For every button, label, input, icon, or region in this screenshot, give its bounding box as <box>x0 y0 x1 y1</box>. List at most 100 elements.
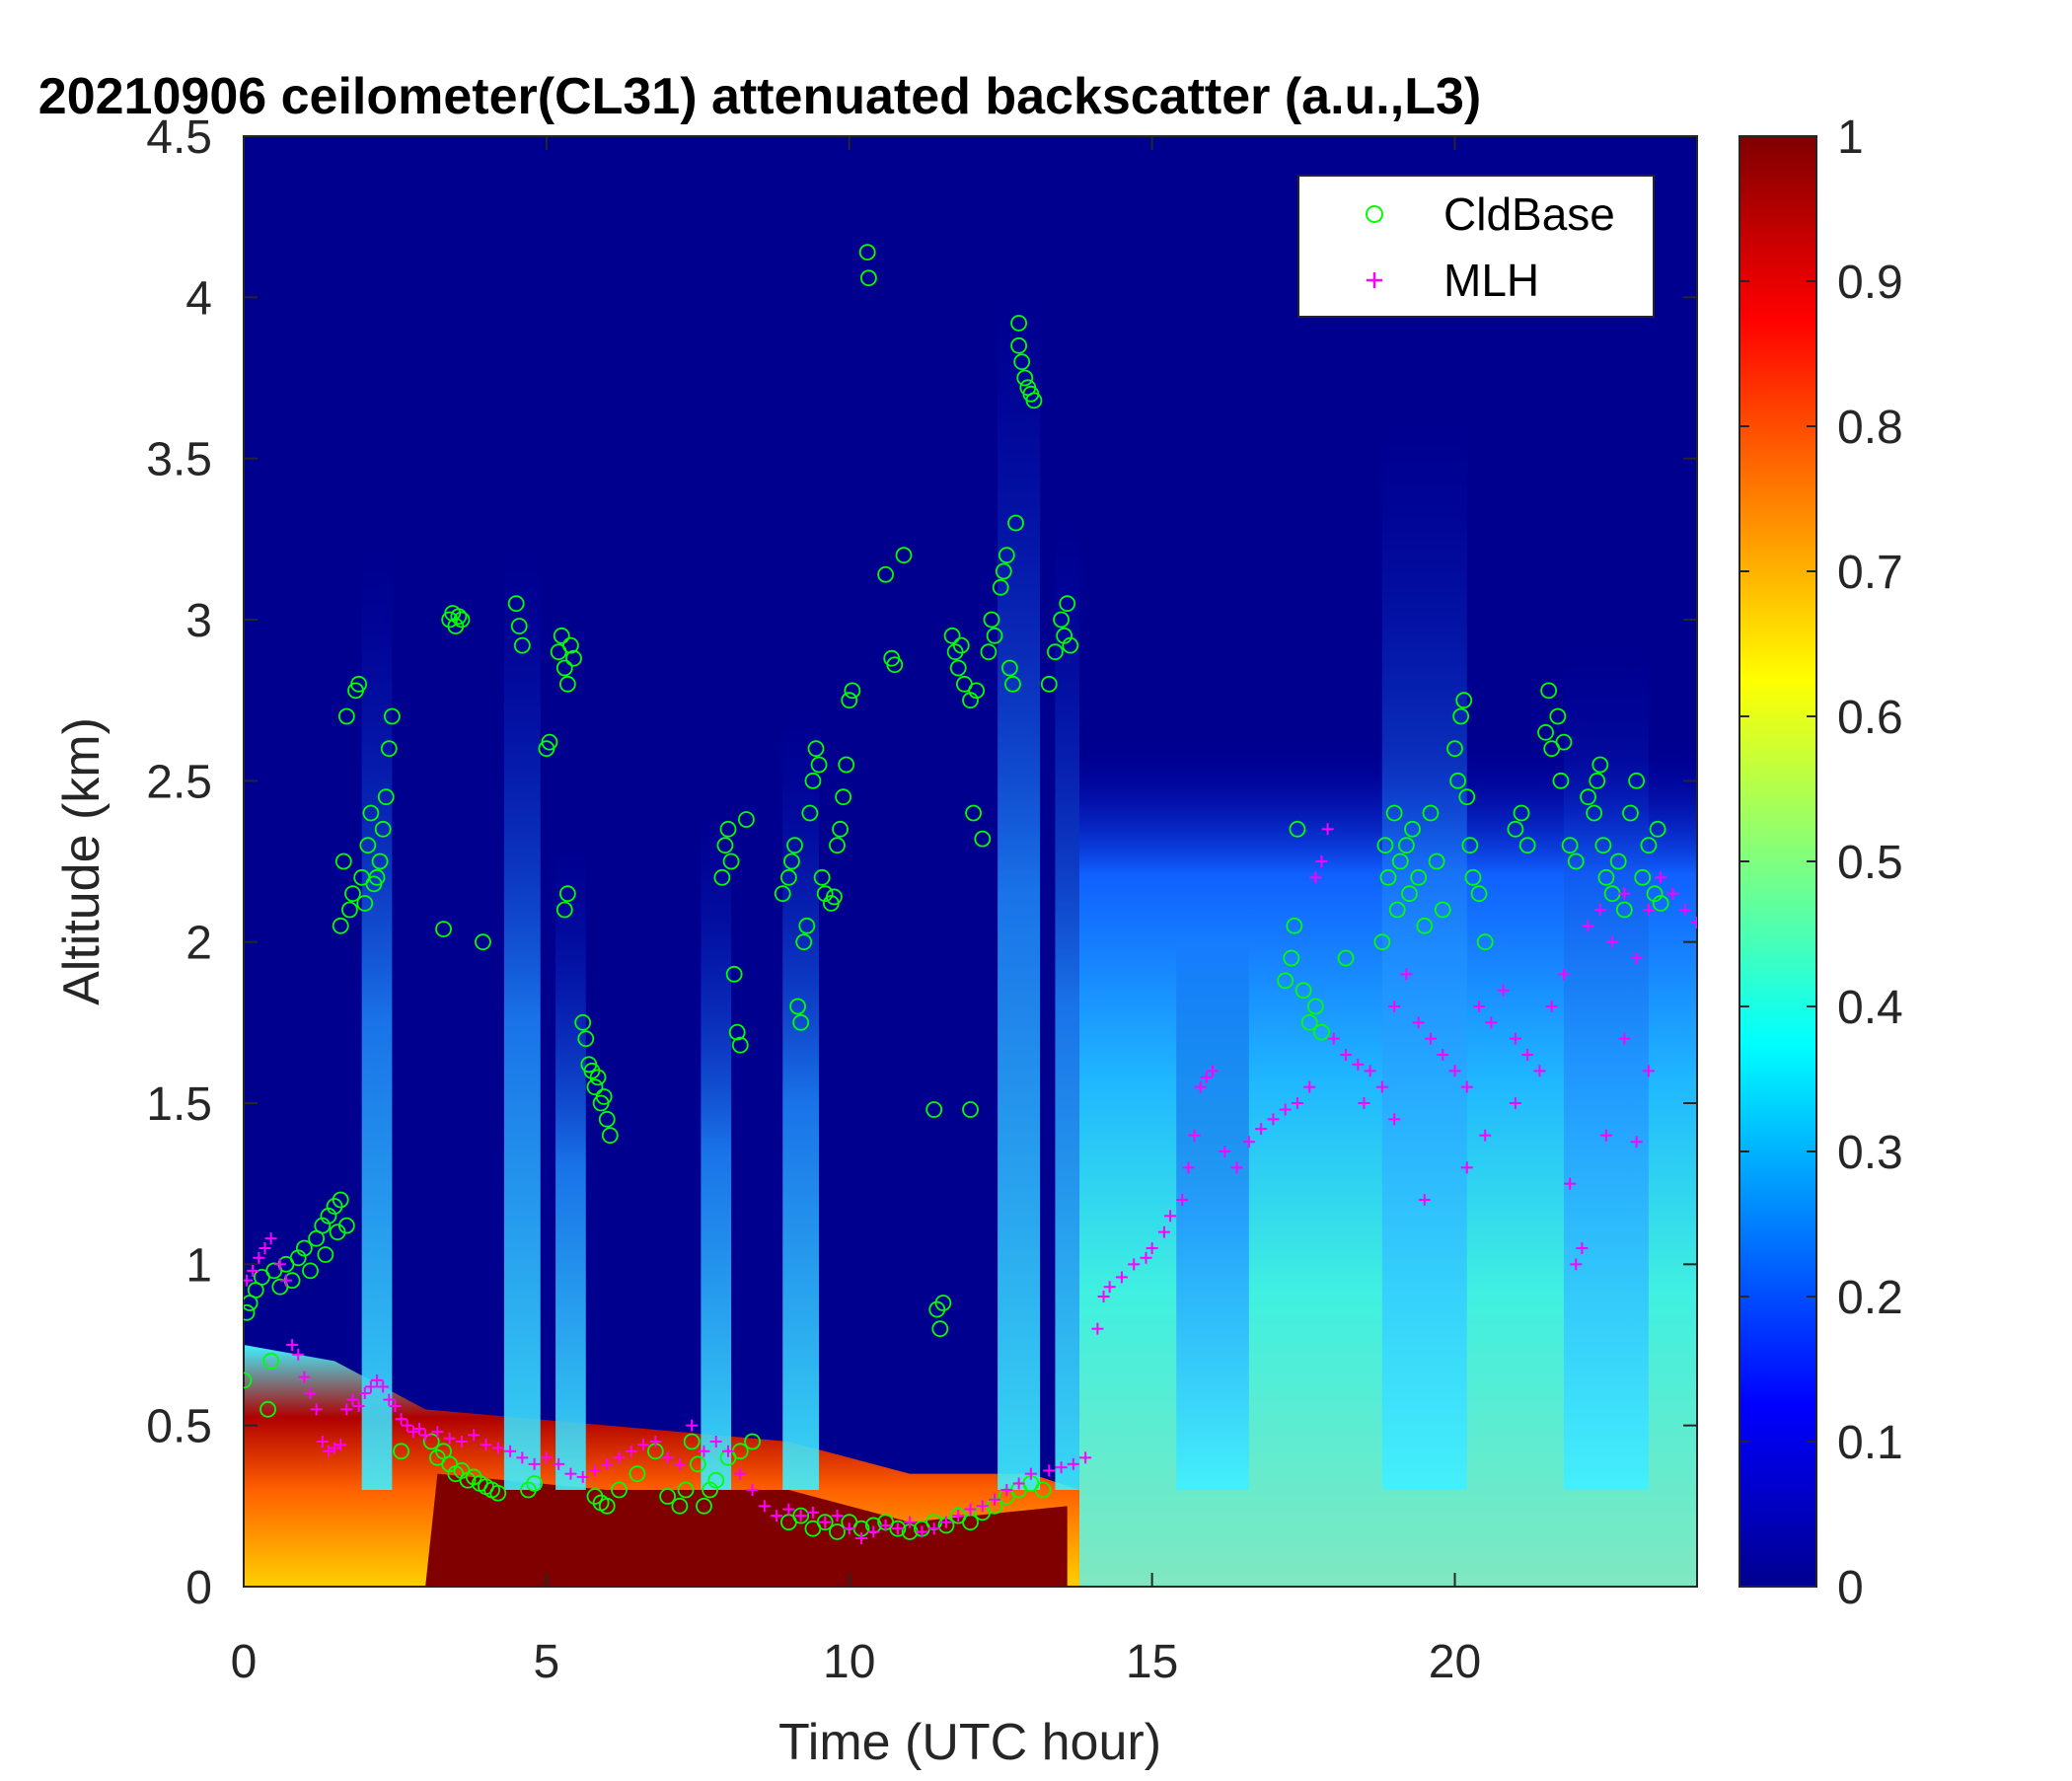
cldbase-point <box>526 1475 543 1492</box>
x-axis-label: Time (UTC hour) <box>778 1714 1161 1771</box>
mlh-point <box>1424 1032 1437 1045</box>
cldbase-point <box>829 1523 846 1540</box>
mlh-point <box>1024 1467 1037 1480</box>
mlh-point <box>1364 1065 1376 1077</box>
mlh-point <box>1509 1097 1521 1109</box>
cldbase-point <box>598 1110 616 1128</box>
mlh-point <box>412 1422 425 1435</box>
cldbase-point <box>1549 707 1567 725</box>
cldbase-point <box>992 578 1009 596</box>
mlh-point <box>443 1432 456 1445</box>
colorbar-tick-label: 0.4 <box>1837 982 1903 1034</box>
mlh-point <box>1291 1097 1303 1109</box>
cldbase-point <box>1434 901 1451 919</box>
cldbase-point <box>289 1249 307 1267</box>
cldbase-point <box>1016 369 1034 387</box>
backscatter-plume <box>555 845 586 1490</box>
cldbase-point <box>1410 868 1428 886</box>
legend-cldbase-marker <box>1366 205 1383 223</box>
mlh-point <box>298 1371 311 1383</box>
cldbase-point <box>859 269 877 287</box>
mlh-point <box>1176 1194 1189 1206</box>
cldbase-point <box>744 1433 761 1450</box>
cldbase-point <box>1649 820 1666 838</box>
mlh-point <box>1097 1291 1110 1302</box>
cldbase-point <box>807 740 825 758</box>
backscatter-plume <box>1176 941 1249 1490</box>
y-axis-label: Altitude (km) <box>53 717 111 1005</box>
mlh-point <box>1570 1258 1583 1271</box>
mlh-point <box>407 1426 419 1439</box>
backscatter-plume <box>701 813 732 1490</box>
plot-area <box>244 136 1697 1587</box>
cldbase-point <box>1609 853 1627 870</box>
cldbase-point <box>983 611 1000 629</box>
colorbar-tick-label: 0.7 <box>1837 547 1903 599</box>
cldbase-point <box>886 656 904 674</box>
cldbase-point <box>962 692 979 709</box>
mlh-point <box>1115 1271 1128 1284</box>
mlh-point <box>1593 904 1606 916</box>
cldbase-point <box>1053 611 1070 629</box>
cldbase-point <box>962 1101 979 1118</box>
legend-cldbase-label: CldBase <box>1443 188 1615 240</box>
mlh-point <box>1267 1113 1280 1126</box>
mlh-point <box>709 1436 722 1447</box>
mlh-point <box>1219 1146 1231 1157</box>
mlh-point <box>273 1258 286 1271</box>
mlh-point <box>1388 1113 1401 1126</box>
mlh-point <box>516 1451 529 1464</box>
cldbase-point <box>835 788 852 806</box>
cldbase-point <box>1594 837 1612 854</box>
cldbase-point <box>344 885 361 903</box>
cldbase-point <box>1422 804 1440 822</box>
cldbase-point <box>786 837 803 854</box>
mlh-point <box>1340 1049 1353 1061</box>
cldbase-point <box>589 1069 607 1086</box>
mlh-point <box>316 1436 329 1447</box>
mlh-point <box>1146 1242 1158 1254</box>
cldbase-point <box>611 1481 628 1499</box>
mlh-point <box>1182 1161 1195 1174</box>
mlh-point <box>1303 1080 1316 1093</box>
cldbase-point <box>683 1433 701 1450</box>
cldbase-point <box>738 811 755 828</box>
mlh-point <box>279 1274 292 1287</box>
cldbase-point <box>341 901 358 919</box>
cldbase-point <box>1000 659 1018 677</box>
cldbase-point <box>844 682 861 700</box>
mlh-point <box>1497 984 1510 997</box>
mlh-point <box>1000 1484 1013 1496</box>
mlh-point <box>1352 1058 1365 1071</box>
mlh-point <box>1327 1032 1340 1045</box>
mlh-point <box>867 1525 880 1538</box>
cldbase-point <box>934 1295 952 1311</box>
colorbar-ticks: 0 0.1 0.2 0.3 0.4 0.5 0.6 0.7 0.8 0.9 1 <box>1739 111 1903 1614</box>
cldbase-point <box>1452 707 1470 725</box>
mlh-point <box>264 1232 277 1245</box>
mlh-point <box>855 1532 868 1544</box>
cldbase-point <box>1652 895 1669 912</box>
mlh-point <box>1279 1103 1292 1116</box>
cldbase-point <box>1062 636 1079 654</box>
backscatter-plume <box>503 555 541 1490</box>
cldbase-point <box>295 1239 313 1257</box>
cldbase-point <box>1034 1481 1052 1499</box>
mlh-point <box>504 1445 517 1457</box>
mlh-point <box>1448 1065 1461 1077</box>
x-tick-label: 5 <box>534 1636 560 1688</box>
cldbase-point <box>1416 917 1434 934</box>
mlh-point <box>244 1274 254 1287</box>
cldbase-point <box>244 1372 253 1389</box>
cldbase-point <box>986 627 1003 644</box>
mlh-point <box>1655 871 1667 884</box>
cldbase-point <box>1010 336 1027 354</box>
cldbase-point <box>1295 982 1312 1000</box>
mlh-point <box>1140 1251 1152 1264</box>
cldbase-point <box>952 636 970 654</box>
mlh-point <box>377 1380 390 1393</box>
cldbase-point <box>1010 315 1027 332</box>
cldbase-point <box>314 1217 332 1234</box>
mlh-point <box>746 1484 759 1496</box>
mlh-point <box>686 1419 699 1432</box>
